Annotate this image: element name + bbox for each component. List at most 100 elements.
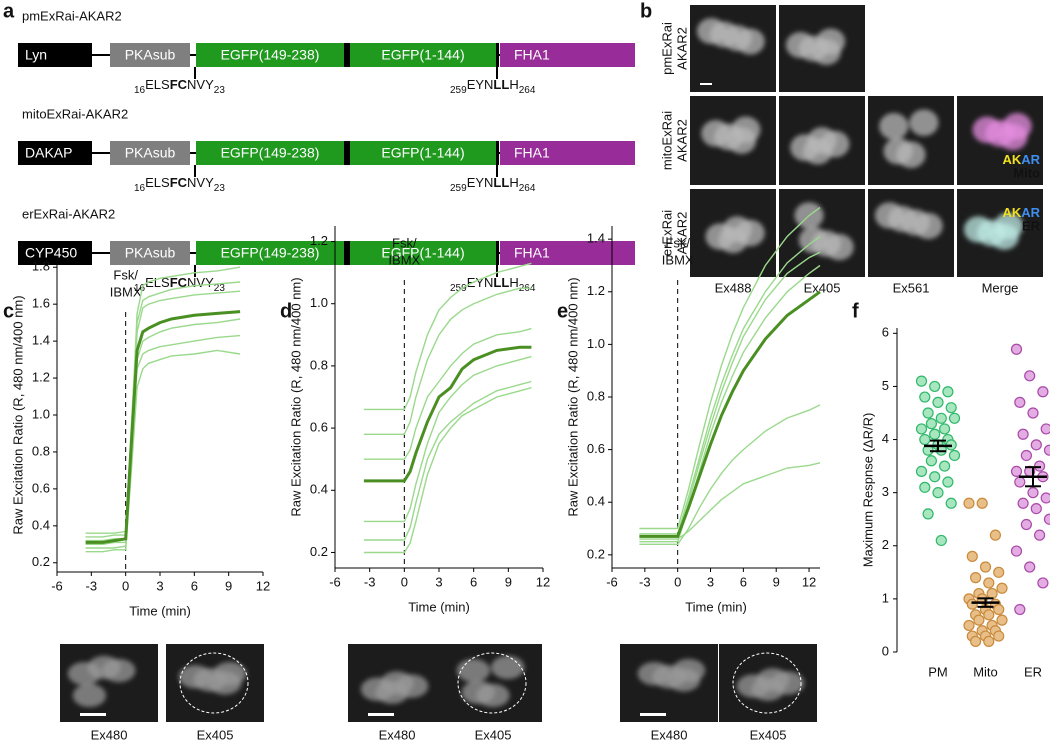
sequence-part: 16 — [134, 85, 146, 96]
y-tick-label: 1.4 — [587, 231, 605, 246]
x-tick-label: 12 — [256, 578, 270, 593]
domain-label: FHA1 — [514, 145, 550, 161]
y-tick-label: 1.0 — [587, 336, 605, 351]
data-point — [938, 460, 951, 472]
data-point — [1033, 460, 1046, 472]
data-point — [1020, 518, 1033, 531]
sequence-part: ELS — [145, 77, 170, 92]
y-tick-label: 0.4 — [587, 494, 605, 509]
sequence-part: EYN — [467, 275, 494, 290]
thumbnail-label: Ex405 — [750, 727, 787, 742]
data-point — [1024, 370, 1036, 382]
merge-part: AK — [1002, 152, 1021, 167]
y-axis-label: Raw Excitation Ratio (R, 480 nm/400 nm) — [10, 295, 25, 534]
cells — [360, 671, 429, 705]
domain-separator — [343, 141, 350, 165]
y-tick-label: 0 — [882, 643, 889, 658]
data-point — [929, 428, 941, 440]
domain — [500, 43, 635, 67]
x-tick-label: 9 — [505, 574, 512, 589]
sequence-label: 259EYNLLH264 — [450, 77, 536, 95]
thumbnail-label: Ex480 — [91, 727, 128, 742]
y-tick-label: 1.4 — [32, 333, 50, 348]
y-tick-label: 0.6 — [32, 480, 50, 495]
annotation: IBMX — [388, 252, 420, 267]
row-label: AKAR2 — [674, 27, 689, 70]
data-point — [966, 598, 978, 610]
data-point — [973, 614, 985, 626]
y-axis-label: Raw Excitation Ratio (R, 480 nm/400 nm) — [565, 277, 580, 516]
data-point — [1043, 513, 1050, 525]
sequence-part: H — [509, 77, 518, 92]
domain-separator — [343, 241, 350, 265]
sequence-label: 16ELSFCNVY23 — [134, 275, 225, 293]
y-tick-label: 0.4 — [32, 517, 50, 532]
y-axis-label: Raw Excitation Ratio (R, 480 nm/400 nm) — [288, 277, 303, 516]
domain-label: EGFP(149-238) — [221, 47, 320, 63]
data-point — [945, 497, 957, 509]
y-tick-label: 0.8 — [310, 357, 328, 372]
y-axis-label: Maximum Respnse (ΔR/R) — [860, 413, 875, 568]
cells — [696, 18, 765, 55]
domain — [18, 141, 92, 165]
sequence-part: 23 — [214, 283, 226, 294]
sequence-label: 16ELSFCNVY23 — [134, 77, 225, 95]
series-line — [639, 462, 821, 540]
panel-label: e — [557, 300, 568, 322]
data-point — [925, 418, 938, 430]
cell — [726, 127, 757, 154]
x-tick-label: 12 — [536, 574, 550, 589]
y-tick-label: 1.2 — [32, 369, 50, 384]
x-tick-label: 3 — [156, 578, 163, 593]
column-label: Ex405 — [804, 280, 841, 295]
domain-separator — [343, 43, 350, 67]
series-line — [85, 310, 241, 544]
domain-label: PKAsub — [125, 47, 176, 63]
sequence-part: H — [509, 275, 518, 290]
data-point — [932, 396, 944, 408]
data-point — [969, 635, 982, 647]
cells — [785, 28, 846, 66]
domain-separator — [494, 43, 499, 67]
data-point — [919, 391, 931, 403]
thumbnail-label: Ex480 — [379, 727, 416, 742]
panel-label: d — [280, 300, 292, 322]
x-tick-label: 3 — [435, 574, 442, 589]
sequence-label: 16ELSFCNVY23 — [134, 175, 225, 193]
data-point — [938, 423, 951, 435]
data-point — [1014, 476, 1026, 488]
data-point — [1010, 343, 1023, 355]
cells — [790, 127, 850, 165]
y-tick-label: 1.2 — [310, 233, 328, 248]
sequence-part: EYN — [467, 77, 494, 92]
data-point — [948, 412, 961, 424]
data-point — [1040, 423, 1050, 435]
cell — [998, 123, 1028, 151]
roi-outline — [457, 652, 527, 714]
sequence-part: 264 — [519, 183, 536, 194]
construct-name: erExRai-AKAR2 — [22, 206, 115, 221]
cells — [705, 216, 765, 254]
y-tick-label: 4 — [882, 431, 889, 446]
domain-label: EGFP(149-238) — [221, 145, 320, 161]
domain — [350, 43, 496, 67]
data-point — [1037, 577, 1049, 589]
domain — [110, 241, 190, 265]
x-tick-label: 9 — [773, 574, 780, 589]
sequence-part: FC — [170, 275, 188, 290]
sequence-part: LL — [493, 77, 509, 92]
merge-part: AR — [1021, 205, 1040, 220]
domain-label: EGFP(1-144) — [381, 47, 464, 63]
series-line — [363, 287, 532, 435]
construct-name: mitoExRai-AKAR2 — [22, 106, 128, 121]
series-line — [639, 207, 821, 530]
y-tick-label: 6 — [882, 325, 889, 340]
cells — [879, 109, 939, 169]
cell — [913, 212, 943, 240]
cells — [701, 116, 761, 154]
domain-label: FHA1 — [514, 245, 550, 261]
series-line — [639, 290, 821, 538]
row-label: mitoExRai — [659, 111, 674, 170]
domain-label: PKAsub — [125, 145, 176, 161]
column-label: Merge — [982, 280, 1019, 295]
